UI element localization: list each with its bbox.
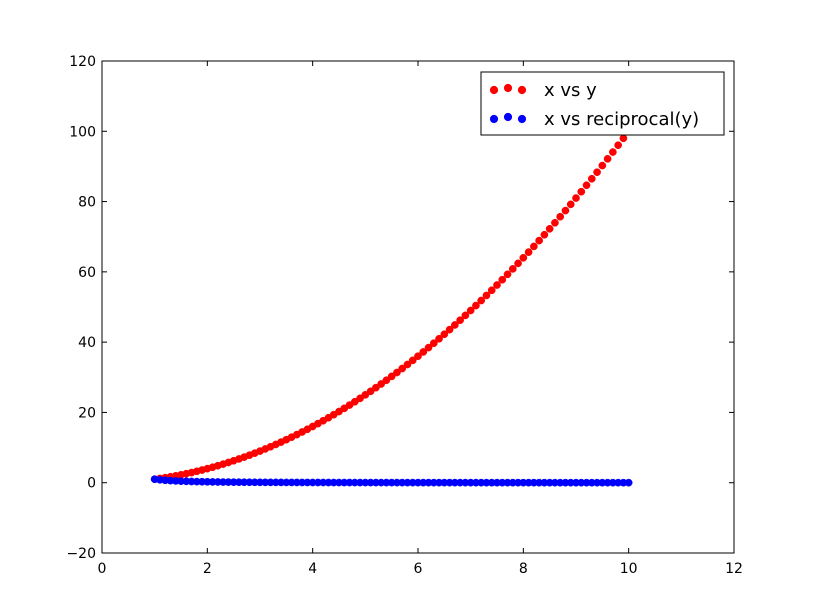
data-point [477,296,486,305]
data-point [472,301,480,310]
data-point [366,387,375,396]
legend-marker [489,114,499,124]
data-point [566,200,575,209]
data-point [535,236,543,245]
data-point [551,218,559,227]
x-tick-label: 0 [98,561,107,577]
data-point [377,380,385,388]
data-point [387,372,396,381]
x-tick-label: 10 [620,561,638,577]
legend-label: x vs reciprocal(y) [544,109,699,130]
data-point [540,230,549,239]
data-point [393,368,401,377]
data-point [466,306,475,315]
data-point [408,356,417,365]
data-point [456,316,464,325]
data-point [577,187,586,196]
legend-marker [503,83,513,93]
data-point [508,265,517,273]
axis-ticks [101,60,735,554]
x-tick-label: 8 [519,561,528,577]
data-point [619,134,628,143]
x-tick-label: 2 [203,561,212,577]
data-point [524,248,533,256]
data-point [603,154,612,163]
data-point [361,391,370,399]
y-tick-label: 100 [69,124,96,140]
series-2 [150,475,633,487]
data-point [403,360,412,369]
data-point [614,141,622,150]
y-tick-label: 40 [78,335,96,351]
data-point [482,291,491,300]
data-point [572,194,580,202]
data-point [582,181,591,190]
x-tick-label: 12 [725,561,743,577]
data-point [545,224,554,233]
data-point [624,478,633,487]
data-point [498,275,507,284]
x-tick-label: 6 [414,561,423,577]
data-point [503,270,512,279]
data-point [445,325,454,334]
data-point [593,168,601,177]
data-point [440,330,449,339]
data-point [398,364,407,373]
data-point [514,259,522,268]
x-tick-label: 4 [308,561,317,577]
data-point [424,343,433,352]
legend-entry: x vs reciprocal(y) [489,109,699,130]
legend-box [480,71,725,136]
data-series-layer [150,127,633,487]
plot-frame [101,60,735,554]
y-tick-label: 0 [87,476,96,492]
data-point [414,352,422,361]
legend-marker [503,112,513,122]
series-1 [150,127,633,484]
legend-entry: x vs y [489,80,597,101]
data-point [461,311,470,320]
data-point [587,174,596,183]
data-point [487,286,496,295]
data-point [519,253,528,262]
data-point [609,148,617,156]
legend-marker [489,85,499,95]
y-tick-label: 80 [78,195,96,211]
data-point [429,339,438,348]
y-tick-label: 20 [78,405,96,421]
y-tick-label: 60 [78,265,96,281]
data-point [419,348,428,356]
data-point [598,161,607,170]
data-point [382,376,391,385]
legend-marker [517,85,527,95]
y-tick-label: −20 [66,546,96,562]
data-point [561,206,570,215]
data-point [435,334,443,343]
legend-marker [517,114,527,124]
data-point [556,212,565,221]
data-point [493,281,501,289]
data-point [451,321,459,329]
data-point [530,242,538,251]
data-point [372,383,380,392]
legend: x vs y x vs reciprocal(y) [480,71,725,136]
legend-label: x vs y [544,80,597,101]
data-point [356,394,364,403]
y-tick-label: 120 [69,54,96,70]
